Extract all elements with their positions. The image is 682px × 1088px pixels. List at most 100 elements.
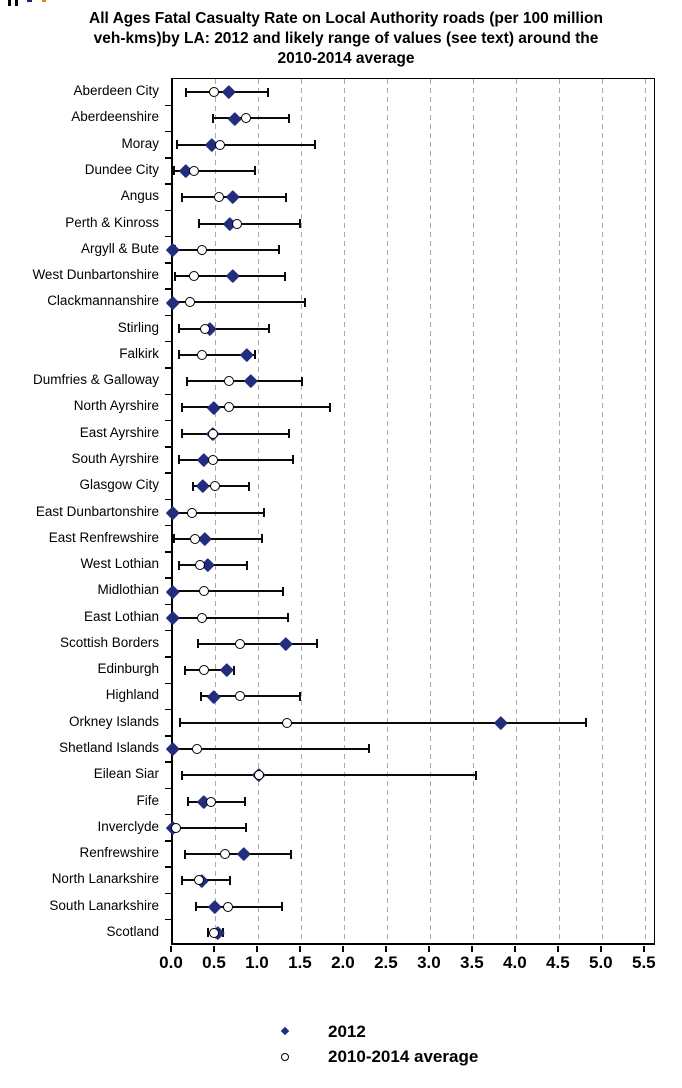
range-cap-high [300, 376, 303, 386]
clipped-text-fragment [8, 0, 11, 6]
x-axis-tick-label: 3.0 [417, 953, 441, 972]
category-label: Fife [136, 792, 159, 808]
gridline [301, 79, 303, 943]
legend-item-average: 2010-2014 average [270, 1044, 570, 1069]
range-line [179, 327, 270, 330]
range-cap-high [277, 245, 280, 255]
range-cap-high [282, 586, 285, 596]
marker-average-circle [188, 165, 199, 176]
range-line [181, 432, 290, 435]
range-cap-high [288, 429, 291, 439]
range-line [192, 485, 249, 488]
y-axis-tick [165, 682, 172, 685]
range-cap-high [245, 560, 248, 570]
marker-2012-diamond [166, 610, 180, 625]
y-axis-tick [165, 262, 172, 264]
range-line [181, 774, 476, 777]
chart-title-line: veh-kms)by LA: 2012 and likely range of … [93, 30, 599, 47]
range-cap-high [281, 902, 284, 912]
category-label: Midlothian [97, 582, 159, 598]
marker-2012-diamond [226, 269, 240, 283]
marker-2012-diamond [493, 715, 508, 730]
marker-2012-diamond [196, 479, 210, 494]
range-cap-high [292, 455, 295, 465]
legend-label: 2012 [328, 1022, 366, 1041]
range-line [173, 511, 265, 514]
marker-average-circle [186, 507, 197, 518]
y-axis-tick [165, 551, 172, 553]
y-axis-tick [165, 761, 172, 763]
y-axis-tick [165, 629, 172, 632]
marker-average-circle [188, 271, 199, 282]
y-axis-tick [165, 367, 172, 369]
x-axis-tick-label: 0.5 [202, 953, 226, 972]
range-line [185, 669, 235, 672]
category-label: South Ayrshire [71, 450, 159, 466]
x-axis-tick [600, 946, 602, 952]
x-axis-tick-label: 5.0 [589, 953, 613, 972]
y-axis-tick [165, 446, 172, 448]
category-label: South Lanarkshire [49, 897, 159, 913]
x-axis-tick [471, 946, 473, 952]
marker-2012-diamond [166, 584, 180, 599]
y-axis-tick [165, 577, 172, 579]
gridline [516, 79, 518, 943]
marker-2012-diamond [243, 374, 258, 388]
x-axis-tick [514, 946, 516, 952]
range-cap-high [288, 113, 291, 123]
range-line [173, 537, 262, 540]
range-line [177, 143, 315, 146]
legend-item-2012: 2012 [270, 1019, 570, 1044]
marker-2012-diamond [166, 242, 180, 257]
gridline [387, 79, 389, 943]
range-cap-high [260, 534, 263, 544]
x-axis-tick-label: 4.5 [546, 953, 570, 972]
range-cap-low [187, 797, 190, 806]
marker-average-circle [194, 560, 205, 571]
marker-2012-diamond [240, 348, 254, 362]
range-cap-high [266, 87, 269, 97]
category-label: Shetland Islands [59, 739, 159, 755]
marker-average-circle [241, 113, 252, 124]
category-label: Renfrewshire [79, 845, 159, 861]
y-axis-tick [165, 603, 172, 606]
gridline [645, 79, 647, 943]
category-label: Dundee City [84, 161, 159, 177]
marker-average-circle [190, 533, 201, 544]
range-line [173, 826, 247, 829]
y-axis-tick [165, 813, 172, 816]
range-cap-low [195, 902, 198, 912]
y-axis-tick [165, 235, 172, 238]
marker-average-circle [210, 481, 221, 492]
range-cap-low [178, 560, 181, 570]
range-cap-high [313, 140, 316, 150]
marker-average-circle [171, 822, 182, 833]
range-cap-low [178, 455, 181, 465]
range-cap-low [180, 770, 183, 780]
marker-average-circle [197, 612, 208, 623]
gridline [602, 79, 604, 943]
marker-2012-diamond [166, 505, 180, 520]
category-label: West Dunbartonshire [32, 267, 159, 283]
range-line [173, 169, 255, 172]
marker-2012-diamond [222, 85, 236, 99]
marker-average-circle [223, 901, 234, 912]
category-label: Stirling [117, 319, 159, 335]
range-cap-low [184, 849, 187, 859]
y-axis-tick [165, 735, 172, 737]
x-axis-tick [213, 946, 215, 952]
range-line [196, 905, 283, 908]
range-cap-high [289, 849, 292, 859]
x-axis-tick [643, 946, 645, 952]
y-axis-tick [165, 419, 172, 422]
x-axis: 0.0 0.5 1.0 1.5 2.0 2.5 3.0 3.5 4.0 4.5 5.0 5.5 [159, 945, 656, 979]
range-cap-high [368, 744, 370, 754]
marker-2012-diamond [219, 663, 234, 677]
chart-title: All Ages Fatal Casualty Rate on Local Au… [36, 9, 656, 69]
range-cap-low [180, 429, 183, 439]
range-cap-low [191, 481, 194, 491]
marker-average-circle [235, 638, 246, 649]
range-cap-low [184, 665, 187, 675]
range-cap-high [263, 508, 266, 517]
chart-title-line: 2010-2014 average [277, 50, 415, 67]
